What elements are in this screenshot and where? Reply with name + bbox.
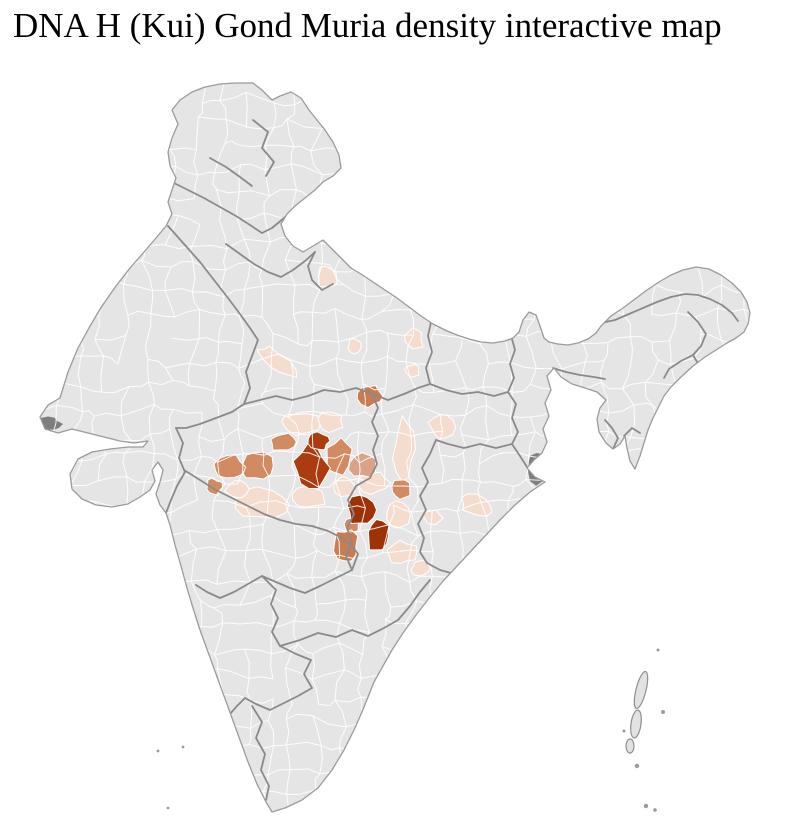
state-border-line — [511, 443, 528, 468]
island-dot — [653, 808, 657, 812]
india-outline — [39, 82, 751, 813]
state-border-line — [165, 427, 186, 514]
state-border-line — [552, 367, 606, 380]
district-region-low[interactable] — [347, 337, 362, 355]
state-border-line — [244, 687, 313, 711]
state-border-line — [687, 311, 707, 356]
district-region-med[interactable] — [270, 432, 297, 451]
district-region-low[interactable] — [422, 509, 444, 525]
district-region-low[interactable] — [317, 411, 344, 434]
island — [633, 670, 649, 710]
island-dot — [643, 803, 649, 809]
state-border-line — [225, 243, 316, 278]
island-dot — [166, 806, 170, 810]
island-dot — [634, 763, 640, 769]
page-title: DNA H (Kui) Gond Muria density interacti… — [13, 6, 722, 45]
state-border-line — [279, 619, 399, 647]
district-region-med[interactable] — [391, 479, 411, 500]
state-border-line — [167, 225, 259, 429]
state-border-line — [183, 469, 359, 571]
island-dot — [661, 710, 665, 714]
island-dot — [156, 749, 160, 753]
state-border-line — [195, 575, 263, 599]
district-region-low[interactable] — [357, 471, 392, 495]
state-border-line — [623, 427, 641, 437]
gray-patch-kutch-west — [40, 416, 63, 430]
state-border-line — [417, 439, 437, 564]
district-region-low[interactable] — [224, 480, 250, 498]
state-border-line — [252, 119, 275, 177]
islands — [156, 648, 665, 812]
island — [630, 709, 642, 739]
gray-patch-sundarbans — [527, 453, 549, 486]
state-border-line — [397, 579, 431, 621]
state-border-line — [261, 575, 281, 647]
state-border-line — [279, 645, 313, 689]
india-landmass — [40, 83, 750, 812]
state-border-line — [429, 383, 509, 397]
island-dot — [181, 745, 185, 749]
district-region-low[interactable] — [386, 500, 411, 529]
state-border-line — [243, 383, 431, 405]
district-region-low[interactable] — [404, 363, 420, 378]
island — [625, 738, 635, 754]
state-border-line — [229, 697, 246, 715]
state-border-line — [435, 439, 513, 449]
state-border-line — [345, 393, 379, 571]
state-border-line — [663, 354, 694, 379]
state-border-line — [209, 157, 253, 187]
district-region-high2[interactable] — [346, 494, 378, 525]
density-regions — [206, 265, 493, 577]
state-borders — [165, 119, 739, 801]
state-border-line — [425, 321, 433, 385]
state-border-line — [251, 705, 270, 801]
state-border-line — [604, 419, 619, 450]
island-dot — [622, 729, 626, 733]
island-dot — [656, 648, 660, 652]
district-region-high[interactable] — [307, 431, 331, 451]
state-border-line — [261, 569, 353, 594]
district-region-low[interactable] — [281, 413, 322, 436]
state-border-line — [507, 338, 516, 393]
state-border-line — [507, 391, 519, 445]
state-border-line — [600, 293, 739, 324]
state-border-line — [307, 251, 334, 291]
